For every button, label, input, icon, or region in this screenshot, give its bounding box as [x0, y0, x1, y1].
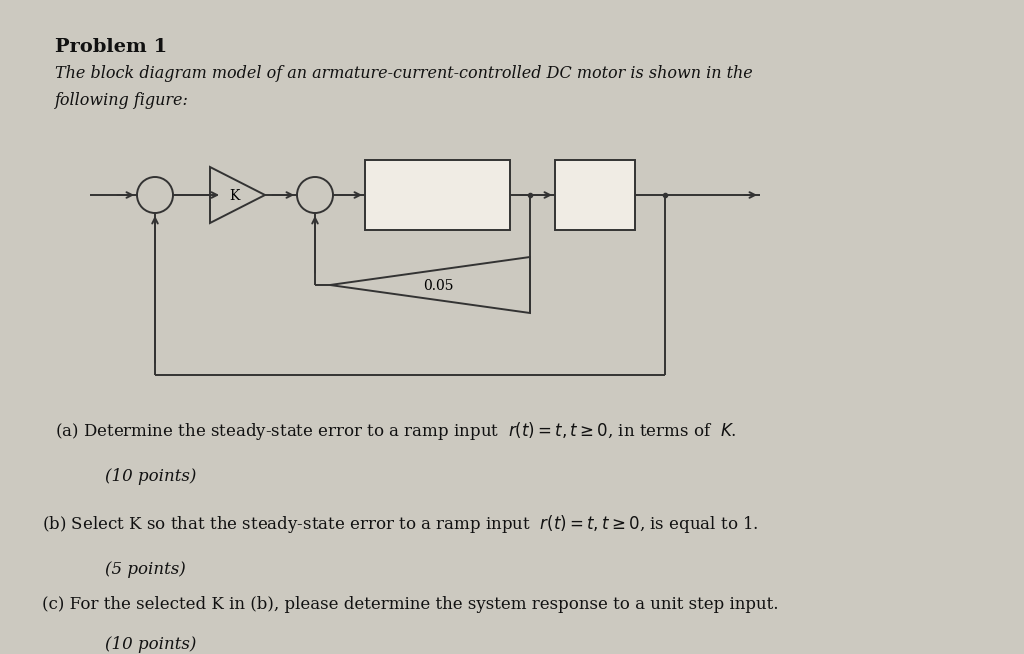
Text: (10 points): (10 points) [105, 468, 197, 485]
Text: (5 points): (5 points) [105, 561, 185, 578]
Text: 1: 1 [590, 171, 600, 188]
Text: 0.05: 0.05 [423, 279, 454, 293]
Text: (a) Determine the steady-state error to a ramp input  $r(t)=t, t\geq 0$, in term: (a) Determine the steady-state error to … [55, 420, 736, 442]
Bar [555, 160, 635, 230]
Text: (b) Select K so that the steady-state error to a ramp input  $r(t)=t, t\geq 0$, : (b) Select K so that the steady-state er… [42, 513, 759, 535]
Text: s+0.01: s+0.01 [413, 205, 462, 219]
Text: 10: 10 [428, 171, 447, 185]
Text: following figure:: following figure: [55, 92, 188, 109]
Text: Problem 1: Problem 1 [55, 38, 167, 56]
Text: s: s [591, 204, 599, 218]
Text: (c) For the selected K in (b), please determine the system response to a unit st: (c) For the selected K in (b), please de… [42, 596, 778, 613]
Text: (10 points): (10 points) [105, 636, 197, 653]
Text: The block diagram model of an armature-current-controlled DC motor is shown in t: The block diagram model of an armature-c… [55, 65, 753, 82]
Text: K: K [229, 189, 240, 203]
Bar [365, 160, 510, 230]
